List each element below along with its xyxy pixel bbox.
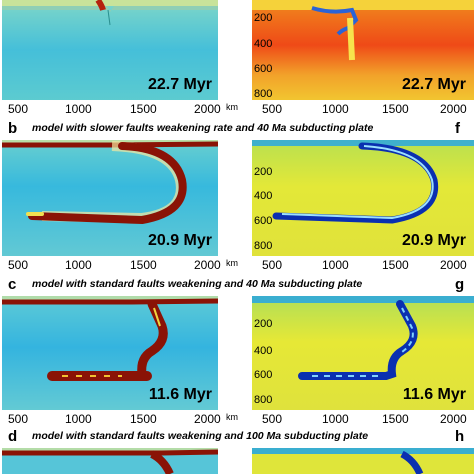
y-tick-400-c: 400 <box>254 345 273 357</box>
y-tick-600-a: 600 <box>254 63 273 75</box>
panel-letter-c: c <box>8 276 17 293</box>
y-tick-400-a: 400 <box>254 38 273 50</box>
x-tick-1000-c: 1000 <box>65 412 92 426</box>
panel-b-left: 20.9 Myr <box>2 140 218 256</box>
row-title-b: model with slower faults weakening rate … <box>32 122 374 134</box>
y-tick-200-b: 200 <box>254 166 273 178</box>
x-tick-2000-c: 2000 <box>194 412 221 426</box>
panel-letter-d: d <box>8 428 18 445</box>
panel-letter-g: g <box>455 276 465 293</box>
x-tick-500-c-right: 500 <box>262 412 283 426</box>
time-label-b-left: 20.9 Myr <box>147 232 212 249</box>
x-tick-1000-b: 1000 <box>65 258 92 272</box>
x-unit-a: km <box>226 102 238 112</box>
panel-c-right: 11.6 Myr <box>252 296 474 410</box>
panel-a-left: 22.7 Myr <box>2 0 218 100</box>
row-title-d: model with standard faults weakening and… <box>32 430 369 442</box>
panel-letter-f: f <box>455 120 460 137</box>
x-tick-1500-a: 1500 <box>130 102 157 116</box>
panel-d-right <box>252 448 474 474</box>
y-tick-200-a: 200 <box>254 12 273 24</box>
x-tick-2000-b-right: 2000 <box>440 258 467 272</box>
panel-d-left <box>2 448 218 474</box>
panel-b-right: 20.9 Myr <box>252 140 474 256</box>
y-tick-800-a: 800 <box>254 88 273 100</box>
x-tick-2000-b: 2000 <box>194 258 221 272</box>
x-unit-b: km <box>226 258 238 268</box>
x-tick-1500-b: 1500 <box>130 258 157 272</box>
x-tick-1000-b-right: 1000 <box>322 258 349 272</box>
time-label-a-left: 22.7 Myr <box>147 76 212 93</box>
x-tick-1000-a: 1000 <box>65 102 92 116</box>
x-tick-2000-a-right: 2000 <box>440 102 467 116</box>
time-label-c-left: 11.6 Myr <box>148 386 212 403</box>
panel-letter-b: b <box>8 120 18 137</box>
x-tick-1500-a-right: 1500 <box>382 102 409 116</box>
x-tick-2000-c-right: 2000 <box>440 412 467 426</box>
x-unit-c: km <box>226 412 238 422</box>
y-tick-200-c: 200 <box>254 318 273 330</box>
panel-c-left: 11.6 Myr <box>2 296 218 410</box>
x-tick-1000-a-right: 1000 <box>322 102 349 116</box>
x-tick-500-c: 500 <box>8 412 29 426</box>
time-label-b-right: 20.9 Myr <box>401 232 466 249</box>
x-tick-500-b: 500 <box>8 258 29 272</box>
x-tick-1500-c-right: 1500 <box>382 412 409 426</box>
x-tick-500-a: 500 <box>8 102 29 116</box>
x-tick-2000-a: 2000 <box>194 102 221 116</box>
x-tick-500-b-right: 500 <box>262 258 283 272</box>
y-tick-800-c: 800 <box>254 394 273 406</box>
row-title-c: model with standard faults weakening and… <box>32 278 363 290</box>
y-tick-600-c: 600 <box>254 369 273 381</box>
time-label-c-right: 11.6 Myr <box>402 386 466 403</box>
panel-a-right: 22.7 Myr <box>252 0 474 100</box>
x-tick-1000-c-right: 1000 <box>322 412 349 426</box>
panel-letter-h: h <box>455 428 465 445</box>
y-tick-400-b: 400 <box>254 190 273 202</box>
y-tick-800-b: 800 <box>254 240 273 252</box>
x-tick-1500-c: 1500 <box>130 412 157 426</box>
x-tick-1500-b-right: 1500 <box>382 258 409 272</box>
x-tick-500-a-right: 500 <box>262 102 283 116</box>
y-tick-600-b: 600 <box>254 215 273 227</box>
time-label-a-right: 22.7 Myr <box>401 76 466 93</box>
